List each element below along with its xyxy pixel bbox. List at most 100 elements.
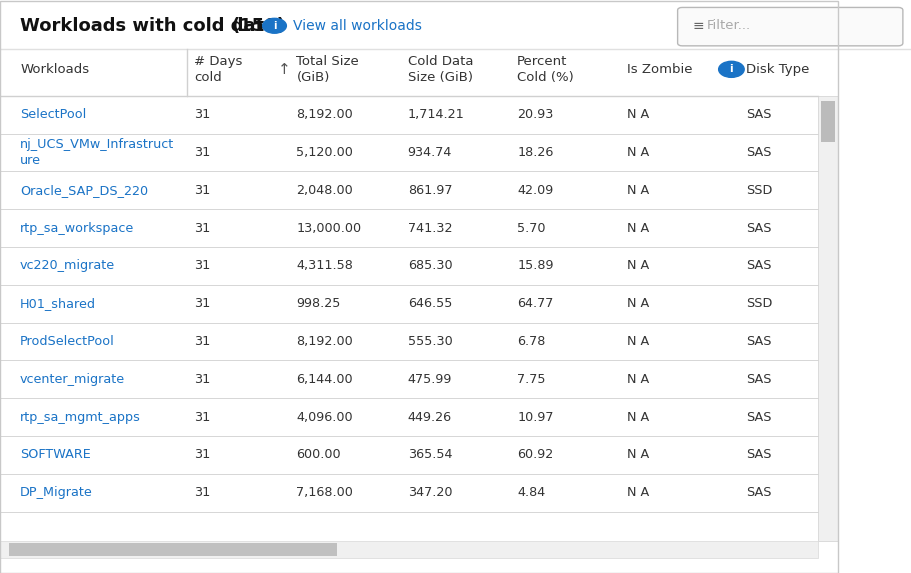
Text: 1,714.21: 1,714.21	[407, 108, 464, 121]
Text: 8,192.00: 8,192.00	[296, 335, 353, 348]
Text: SAS: SAS	[745, 108, 771, 121]
Text: N A: N A	[626, 449, 648, 461]
Text: 4,311.58: 4,311.58	[296, 260, 353, 272]
Text: i: i	[272, 21, 276, 31]
Text: 31: 31	[194, 449, 210, 461]
Text: 15.89: 15.89	[517, 260, 553, 272]
Text: 6.78: 6.78	[517, 335, 545, 348]
Text: i: i	[729, 64, 732, 74]
Text: 998.25: 998.25	[296, 297, 341, 310]
Text: ≡: ≡	[691, 19, 703, 33]
Text: 449.26: 449.26	[407, 411, 451, 423]
Text: ProdSelectPool: ProdSelectPool	[20, 335, 115, 348]
Text: Is Zombie: Is Zombie	[626, 63, 691, 76]
Bar	[817, 96, 837, 541]
Circle shape	[262, 18, 286, 33]
Text: rtp_sa_workspace: rtp_sa_workspace	[20, 222, 134, 234]
Text: 31: 31	[194, 335, 210, 348]
Text: Oracle_SAP_DS_220: Oracle_SAP_DS_220	[20, 184, 148, 197]
Text: N A: N A	[626, 222, 648, 234]
Text: 7.75: 7.75	[517, 373, 545, 386]
Text: SAS: SAS	[745, 486, 771, 499]
Text: N A: N A	[626, 335, 648, 348]
Text: 555.30: 555.30	[407, 335, 452, 348]
Text: 6,144.00: 6,144.00	[296, 373, 353, 386]
Text: Workloads: Workloads	[20, 63, 89, 76]
Text: ↑: ↑	[278, 62, 291, 77]
Text: 2,048.00: 2,048.00	[296, 184, 353, 197]
Text: 5.70: 5.70	[517, 222, 545, 234]
Text: 10.97: 10.97	[517, 411, 553, 423]
Text: SAS: SAS	[745, 335, 771, 348]
Text: N A: N A	[626, 184, 648, 197]
Text: 31: 31	[194, 297, 210, 310]
Text: H01_shared: H01_shared	[20, 297, 96, 310]
Text: 31: 31	[194, 260, 210, 272]
Text: 31: 31	[194, 373, 210, 386]
FancyBboxPatch shape	[677, 7, 902, 46]
Circle shape	[718, 61, 743, 77]
Text: DP_Migrate: DP_Migrate	[20, 486, 93, 499]
Text: N A: N A	[626, 486, 648, 499]
Text: N A: N A	[626, 146, 648, 159]
Text: 347.20: 347.20	[407, 486, 452, 499]
Text: 31: 31	[194, 486, 210, 499]
Text: vc220_migrate: vc220_migrate	[20, 260, 115, 272]
Text: nj_UCS_VMw_Infrastruct
ure: nj_UCS_VMw_Infrastruct ure	[20, 138, 174, 167]
Text: ◄: ◄	[2, 545, 8, 554]
Text: 31: 31	[194, 184, 210, 197]
Text: N A: N A	[626, 411, 648, 423]
Bar	[820, 101, 834, 142]
Text: Total Size
(GiB): Total Size (GiB)	[296, 55, 359, 84]
Text: N A: N A	[626, 373, 648, 386]
Text: 861.97: 861.97	[407, 184, 452, 197]
Text: Cold Data
Size (GiB): Cold Data Size (GiB)	[407, 55, 473, 84]
Text: Percent
Cold (%): Percent Cold (%)	[517, 55, 573, 84]
Text: (150): (150)	[231, 17, 285, 35]
Text: 31: 31	[194, 108, 210, 121]
Text: SSD: SSD	[745, 297, 772, 310]
Text: SAS: SAS	[745, 222, 771, 234]
Bar	[0, 541, 817, 558]
Bar	[9, 543, 337, 556]
Text: SelectPool: SelectPool	[20, 108, 87, 121]
Text: N A: N A	[626, 260, 648, 272]
Text: View all workloads: View all workloads	[292, 19, 421, 33]
Text: 18.26: 18.26	[517, 146, 553, 159]
Text: 8,192.00: 8,192.00	[296, 108, 353, 121]
Text: SAS: SAS	[745, 373, 771, 386]
Text: 7,168.00: 7,168.00	[296, 486, 353, 499]
Text: 741.32: 741.32	[407, 222, 452, 234]
Text: SAS: SAS	[745, 449, 771, 461]
Text: 685.30: 685.30	[407, 260, 452, 272]
Text: N A: N A	[626, 108, 648, 121]
Text: 4.84: 4.84	[517, 486, 545, 499]
Text: 365.54: 365.54	[407, 449, 452, 461]
Text: SOFTWARE: SOFTWARE	[20, 449, 91, 461]
Text: 934.74: 934.74	[407, 146, 452, 159]
Text: 20.93: 20.93	[517, 108, 553, 121]
Text: # Days
cold: # Days cold	[194, 55, 242, 84]
Text: ►: ►	[804, 545, 810, 554]
Text: Workloads with cold data: Workloads with cold data	[20, 17, 282, 35]
Text: 42.09: 42.09	[517, 184, 553, 197]
Text: 31: 31	[194, 222, 210, 234]
Text: SAS: SAS	[745, 411, 771, 423]
Text: SAS: SAS	[745, 146, 771, 159]
Text: vcenter_migrate: vcenter_migrate	[20, 373, 125, 386]
Text: 31: 31	[194, 146, 210, 159]
Text: SAS: SAS	[745, 260, 771, 272]
Text: 31: 31	[194, 411, 210, 423]
Text: 13,000.00: 13,000.00	[296, 222, 361, 234]
Text: 4,096.00: 4,096.00	[296, 411, 353, 423]
Text: 60.92: 60.92	[517, 449, 553, 461]
Text: SSD: SSD	[745, 184, 772, 197]
Text: 475.99: 475.99	[407, 373, 452, 386]
Text: 5,120.00: 5,120.00	[296, 146, 353, 159]
Text: N A: N A	[626, 297, 648, 310]
Text: rtp_sa_mgmt_apps: rtp_sa_mgmt_apps	[20, 411, 141, 423]
Text: 600.00: 600.00	[296, 449, 341, 461]
Text: Disk Type: Disk Type	[745, 63, 808, 76]
Text: Filter...: Filter...	[706, 19, 750, 32]
Text: 64.77: 64.77	[517, 297, 553, 310]
